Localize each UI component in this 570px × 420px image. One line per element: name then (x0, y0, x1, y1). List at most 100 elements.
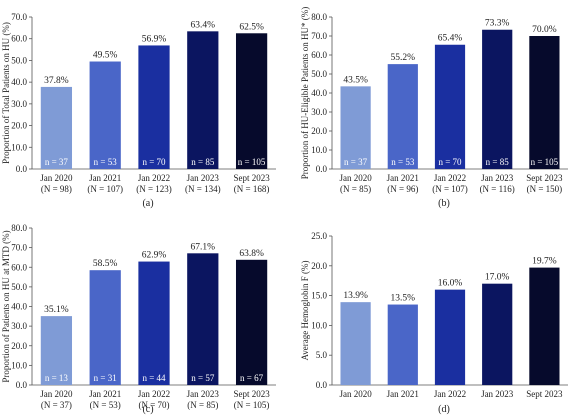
y-tick-label: 40.0 (311, 88, 327, 98)
y-tick-label: 30.0 (11, 99, 27, 109)
x-tick-sublabel: (N = 105) (234, 400, 270, 410)
chart-panel-2: 0.0 10.0 20.0 30.0 40.0 50.0 60.0 70.0 80.0Propo… (300, 7, 568, 209)
bar (187, 253, 219, 385)
x-tick-sublabel: (N = 123) (136, 184, 172, 194)
data-label: 56.9% (142, 34, 167, 44)
data-label: 19.7% (532, 257, 557, 267)
bar-count-label: n = 44 (142, 373, 166, 383)
x-tick-sublabel: (N = 116) (480, 184, 515, 194)
bar-count-label: n = 85 (486, 157, 510, 167)
y-axis-title: Proportion of HU-Eligible Patients on HU… (300, 7, 310, 179)
bar (434, 289, 466, 385)
panel-label: (b) (438, 198, 450, 209)
y-tick-label: 80.0 (11, 223, 27, 233)
y-tick-label: 60.0 (311, 50, 327, 60)
x-tick-sublabel: (N = 168) (234, 184, 270, 194)
bar-count-label: n = 105 (238, 157, 266, 167)
bar (434, 44, 466, 169)
bar-count-label: n = 37 (45, 157, 69, 167)
x-tick-label: Jan 2023 (187, 173, 220, 183)
y-tick-label: 15.0 (311, 291, 327, 301)
bar (340, 86, 371, 169)
x-tick-label: Sept 2023 (526, 173, 563, 183)
chart-panel-1: 0.0 10.0 20.0 30.0 40.0 50.0 60.0 70.0Proportio… (1, 12, 276, 209)
x-tick-label: Jan 2020 (40, 389, 73, 399)
y-tick-label: 5.0 (316, 350, 328, 360)
y-tick-label: 20.0 (11, 341, 27, 351)
data-label: 67.1% (191, 242, 216, 252)
y-tick-label: 70.0 (11, 12, 27, 22)
bar-count-label: n = 67 (240, 373, 264, 383)
y-tick-label: 10.0 (311, 320, 327, 330)
bar (138, 261, 170, 385)
bar-count-label: n = 85 (191, 157, 215, 167)
y-tick-label: 60.0 (11, 34, 27, 44)
bar-count-label: n = 53 (391, 157, 415, 167)
x-tick-label: Jan 2023 (481, 173, 514, 183)
x-tick-sublabel: (N = 70) (138, 400, 169, 410)
x-tick-label: Jan 2022 (434, 389, 466, 399)
y-tick-label: 40.0 (11, 77, 27, 87)
y-tick-label: 0.0 (16, 380, 28, 390)
bar (89, 61, 121, 170)
bar-count-label: n = 105 (531, 157, 559, 167)
x-tick-label: Jan 2022 (138, 173, 170, 183)
x-tick-label: Jan 2022 (434, 173, 466, 183)
x-tick-sublabel: (N = 98) (41, 184, 72, 194)
x-tick-label: Jan 2021 (89, 389, 121, 399)
y-tick-label: 50.0 (311, 69, 327, 79)
x-tick-label: Sept 2023 (233, 173, 270, 183)
x-tick-label: Sept 2023 (526, 389, 563, 399)
data-label: 70.0% (532, 25, 557, 35)
bar-count-label: n = 70 (142, 157, 166, 167)
data-label: 17.0% (485, 273, 510, 283)
bar (89, 270, 121, 385)
bar (40, 316, 73, 385)
data-label: 63.4% (191, 20, 216, 30)
data-label: 58.5% (93, 259, 118, 269)
data-label: 43.5% (343, 75, 368, 85)
panel-label: (c) (142, 404, 153, 415)
y-tick-label: 10.0 (11, 142, 27, 152)
y-tick-label: 0.0 (16, 164, 28, 174)
x-tick-label: Jan 2020 (40, 173, 73, 183)
bar-count-label: n = 37 (344, 157, 368, 167)
y-tick-label: 70.0 (311, 31, 327, 41)
y-axis-title: Average Hemoglobin F (%) (300, 260, 310, 360)
chart-panel-3: 0.0 10.0 20.0 30.0 40.0 50.0 60.0 70.0 80.0Propo… (1, 223, 276, 415)
data-label: 62.9% (142, 251, 167, 261)
y-tick-label: 50.0 (11, 55, 27, 65)
y-tick-label: 60.0 (11, 262, 27, 272)
y-axis-title: Proportion of Patients on HU at MTD (%) (1, 230, 11, 382)
y-tick-label: 20.0 (311, 126, 327, 136)
y-tick-label: 20.0 (11, 121, 27, 131)
y-axis-title: Proportion of Total Patients on HU (%) (1, 22, 11, 164)
x-tick-sublabel: (N = 37) (41, 400, 72, 410)
x-tick-sublabel: (N = 85) (340, 184, 371, 194)
bar (235, 33, 268, 170)
data-label: 13.9% (343, 291, 368, 301)
bar-count-label: n = 53 (94, 157, 118, 167)
data-label: 55.2% (391, 53, 416, 63)
bar-count-label: n = 70 (438, 157, 462, 167)
data-label: 13.5% (391, 294, 416, 304)
bar-count-label: n = 57 (191, 373, 215, 383)
data-label: 37.8% (44, 76, 69, 86)
y-tick-label: 30.0 (311, 107, 327, 117)
y-tick-label: 0.0 (316, 380, 328, 390)
x-tick-label: Jan 2020 (339, 173, 372, 183)
bar (40, 86, 73, 169)
bar (340, 302, 371, 385)
bar (187, 31, 219, 170)
data-label: 73.3% (485, 19, 510, 29)
bar (482, 29, 513, 170)
bar (138, 45, 170, 170)
data-label: 35.1% (44, 305, 69, 315)
bar (529, 36, 560, 169)
data-label: 49.5% (93, 51, 118, 61)
x-tick-label: Jan 2022 (138, 389, 170, 399)
y-tick-label: 10.0 (311, 145, 327, 155)
x-tick-label: Jan 2021 (89, 173, 121, 183)
x-tick-sublabel: (N = 107) (432, 184, 468, 194)
